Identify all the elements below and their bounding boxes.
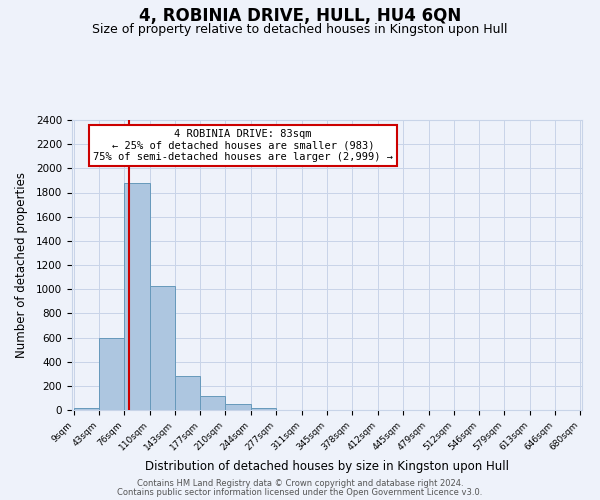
Bar [175,376,200,410]
Bar [74,408,99,410]
Y-axis label: Number of detached properties: Number of detached properties [14,172,28,358]
Bar [226,404,251,410]
Text: 4 ROBINIA DRIVE: 83sqm
← 25% of detached houses are smaller (983)
75% of semi-de: 4 ROBINIA DRIVE: 83sqm ← 25% of detached… [93,128,393,162]
Bar [150,286,175,410]
Text: 4, ROBINIA DRIVE, HULL, HU4 6QN: 4, ROBINIA DRIVE, HULL, HU4 6QN [139,8,461,26]
Bar [99,338,124,410]
X-axis label: Distribution of detached houses by size in Kingston upon Hull: Distribution of detached houses by size … [145,460,509,473]
Text: Size of property relative to detached houses in Kingston upon Hull: Size of property relative to detached ho… [92,22,508,36]
Bar [251,408,276,410]
Text: Contains public sector information licensed under the Open Government Licence v3: Contains public sector information licen… [118,488,482,497]
Text: Contains HM Land Registry data © Crown copyright and database right 2024.: Contains HM Land Registry data © Crown c… [137,478,463,488]
Bar [200,396,226,410]
Bar [124,183,150,410]
